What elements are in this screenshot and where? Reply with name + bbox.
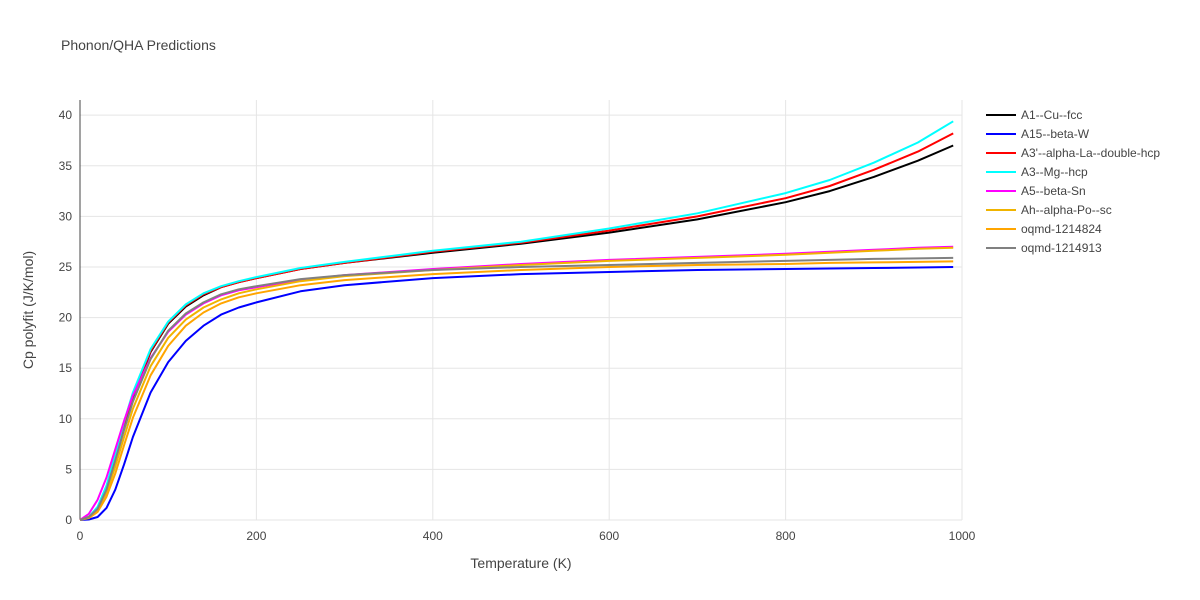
chart-title: Phonon/QHA Predictions	[61, 37, 216, 53]
x-tick-label: 800	[776, 529, 796, 543]
legend-item[interactable]: A1--Cu--fcc	[986, 108, 1082, 122]
legend-label: oqmd-1214913	[1021, 241, 1102, 255]
grid	[80, 100, 963, 520]
series-line-4[interactable]	[79, 245, 954, 521]
legend-item[interactable]: A3--Mg--hcp	[986, 165, 1088, 179]
x-tick-label: 1000	[949, 529, 976, 543]
y-tick-label: 10	[59, 412, 73, 426]
axes	[79, 100, 962, 521]
legend-item[interactable]: A5--beta-Sn	[986, 184, 1086, 198]
y-tick-label: 15	[59, 361, 73, 375]
y-tick-label: 25	[59, 260, 73, 274]
legend[interactable]: A1--Cu--fcc A15--beta-W A3'--alpha-La--dou…	[986, 108, 1160, 255]
y-tick-label: 20	[59, 311, 73, 325]
series-line-2[interactable]	[79, 132, 954, 521]
y-tick-label: 30	[59, 209, 73, 223]
legend-label: A15--beta-W	[1021, 127, 1090, 141]
legend-label: A1--Cu--fcc	[1021, 108, 1082, 122]
x-tick-label: 0	[77, 529, 84, 543]
series-line-6[interactable]	[79, 260, 954, 521]
legend-label: A3'--alpha-La--double-hcp	[1021, 146, 1160, 160]
series-line-5[interactable]	[79, 246, 954, 521]
ticks: 0 200 400 600 800 1000 0 5 10 15 20 25 30 35 40	[59, 108, 976, 543]
legend-item[interactable]: oqmd-1214913	[986, 241, 1102, 255]
x-tick-label: 400	[423, 529, 443, 543]
series-line-3[interactable]	[79, 120, 954, 521]
legend-label: A5--beta-Sn	[1021, 184, 1086, 198]
y-axis-title: Cp polyfit (J/K/mol)	[20, 251, 36, 369]
legend-label: Ah--alpha-Po--sc	[1021, 203, 1112, 217]
series-line-1[interactable]	[79, 266, 954, 521]
legend-item[interactable]: A3'--alpha-La--double-hcp	[986, 146, 1160, 160]
y-tick-label: 0	[65, 513, 72, 527]
y-tick-label: 5	[65, 462, 72, 476]
series-line-0[interactable]	[79, 144, 954, 521]
y-tick-label: 40	[59, 108, 73, 122]
x-tick-label: 600	[599, 529, 619, 543]
legend-item[interactable]: Ah--alpha-Po--sc	[986, 203, 1112, 217]
series-layer	[79, 120, 954, 521]
x-axis-title: Temperature (K)	[470, 555, 571, 571]
x-tick-label: 200	[246, 529, 266, 543]
series-line-7[interactable]	[79, 256, 954, 521]
y-tick-label: 35	[59, 159, 73, 173]
legend-item[interactable]: A15--beta-W	[986, 127, 1090, 141]
legend-item[interactable]: oqmd-1214824	[986, 222, 1102, 236]
legend-label: oqmd-1214824	[1021, 222, 1102, 236]
legend-label: A3--Mg--hcp	[1021, 165, 1088, 179]
